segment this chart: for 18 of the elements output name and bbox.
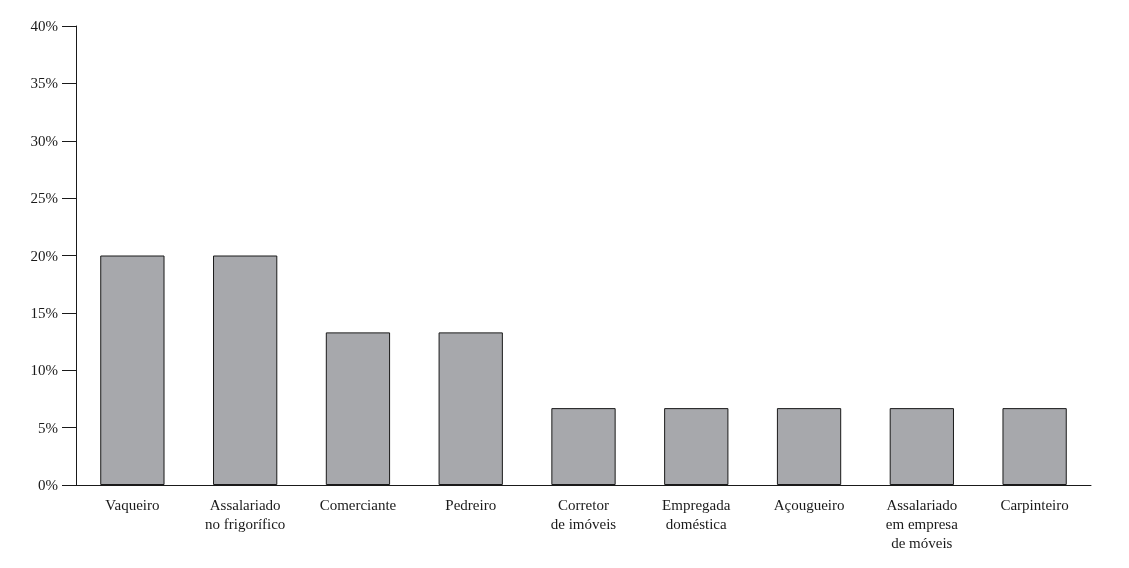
x-tick-label: Açougueiro bbox=[773, 496, 845, 513]
x-tick-label: Corretor de imóveis bbox=[550, 496, 617, 532]
y-tick-label: 5% bbox=[38, 419, 58, 436]
x-tick-label: Empregada doméstica bbox=[662, 496, 731, 532]
y-tick-label: 30% bbox=[30, 132, 58, 149]
y-tick-label: 10% bbox=[30, 362, 58, 379]
y-tick-label: 20% bbox=[30, 247, 58, 264]
x-tick-label: Carpinteiro bbox=[1000, 496, 1069, 513]
y-tick-label: 15% bbox=[30, 304, 58, 321]
y-tick-label: 35% bbox=[30, 75, 58, 92]
x-tick-label: Assalariado em empresa de móveis bbox=[885, 496, 959, 551]
x-tick-label: Vaqueiro bbox=[105, 496, 160, 513]
x-tick-label: Pedreiro bbox=[445, 496, 497, 513]
y-tick-label: 40% bbox=[30, 18, 58, 34]
x-tick-label: Assalariado no frigorífico bbox=[204, 496, 286, 532]
x-tick-label: Comerciante bbox=[319, 496, 397, 513]
y-tick-label: 0% bbox=[38, 477, 58, 493]
y-tick-label: 25% bbox=[30, 190, 58, 207]
